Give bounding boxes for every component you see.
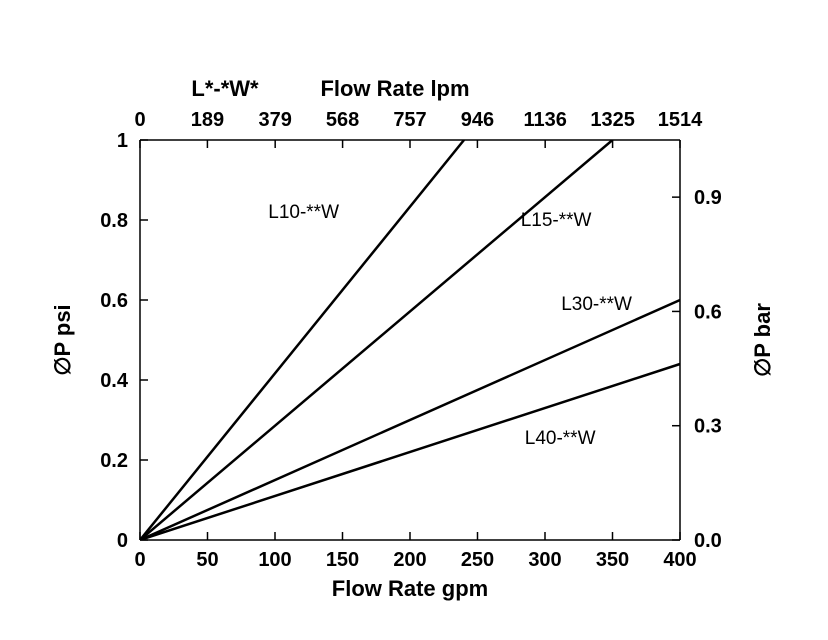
svg-text:200: 200 bbox=[393, 549, 426, 571]
svg-text:400: 400 bbox=[663, 549, 696, 571]
svg-text:379: 379 bbox=[258, 109, 291, 131]
svg-text:100: 100 bbox=[258, 549, 291, 571]
svg-text:250: 250 bbox=[461, 549, 494, 571]
svg-text:946: 946 bbox=[461, 109, 494, 131]
svg-text:0.2: 0.2 bbox=[100, 450, 128, 472]
svg-text:50: 50 bbox=[196, 549, 218, 571]
svg-text:1: 1 bbox=[117, 130, 128, 152]
svg-text:0.0: 0.0 bbox=[694, 530, 722, 552]
svg-text:∅P bar: ∅P bar bbox=[750, 303, 775, 377]
pressure-flow-chart: 0 50 100 150 200 250 300 350 400 Flow Rate gpm 0 18… bbox=[0, 0, 828, 640]
svg-text:L15-**W: L15-**W bbox=[521, 210, 592, 231]
svg-text:0.6: 0.6 bbox=[694, 301, 722, 323]
chart-container: 0 50 100 150 200 250 300 350 400 Flow Rate gpm 0 18… bbox=[0, 0, 828, 640]
svg-text:150: 150 bbox=[326, 549, 359, 571]
svg-text:189: 189 bbox=[191, 109, 224, 131]
svg-text:0: 0 bbox=[117, 530, 128, 552]
svg-text:L10-**W: L10-**W bbox=[268, 202, 339, 223]
svg-text:0.8: 0.8 bbox=[100, 210, 128, 232]
svg-text:0.3: 0.3 bbox=[694, 416, 722, 438]
svg-text:0: 0 bbox=[134, 109, 145, 131]
svg-text:350: 350 bbox=[596, 549, 629, 571]
svg-text:757: 757 bbox=[393, 109, 426, 131]
svg-text:300: 300 bbox=[528, 549, 561, 571]
svg-text:0.9: 0.9 bbox=[694, 187, 722, 209]
svg-text:L40-**W: L40-**W bbox=[525, 428, 596, 449]
svg-text:1514: 1514 bbox=[658, 109, 703, 131]
svg-text:L30-**W: L30-**W bbox=[561, 294, 632, 315]
svg-text:L*-*W*: L*-*W* bbox=[191, 76, 259, 101]
svg-text:1325: 1325 bbox=[590, 109, 635, 131]
svg-text:Flow Rate gpm: Flow Rate gpm bbox=[332, 576, 488, 601]
svg-text:0.6: 0.6 bbox=[100, 290, 128, 312]
svg-text:0.4: 0.4 bbox=[100, 370, 129, 392]
svg-text:0: 0 bbox=[134, 549, 145, 571]
svg-text:∅P psi: ∅P psi bbox=[50, 304, 75, 375]
svg-text:Flow Rate lpm: Flow Rate lpm bbox=[320, 76, 469, 101]
svg-text:1136: 1136 bbox=[523, 109, 566, 131]
svg-text:568: 568 bbox=[326, 109, 359, 131]
